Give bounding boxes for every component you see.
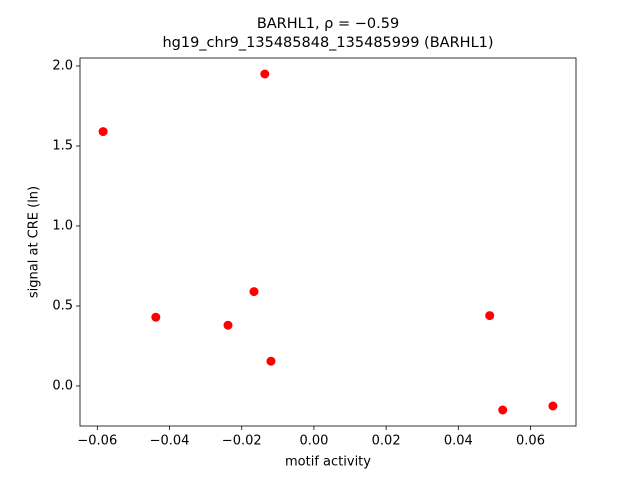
- point: [548, 401, 558, 411]
- x-tick-label: −0.02: [222, 434, 262, 449]
- point: [98, 127, 108, 137]
- point: [260, 69, 270, 79]
- chart-subtitle: hg19_chr9_135485848_135485999 (BARHL1): [162, 35, 493, 51]
- x-tick-label: 0.00: [299, 434, 328, 449]
- point: [266, 356, 276, 366]
- x-tick-label: 0.04: [444, 434, 473, 449]
- x-tick-label: −0.06: [77, 434, 117, 449]
- y-tick-label: 1.5: [52, 139, 73, 154]
- x-tick-label: 0.06: [516, 434, 545, 449]
- point: [485, 311, 495, 321]
- x-axis-label: motif activity: [285, 455, 371, 470]
- point: [223, 320, 233, 330]
- x-tick-label: 0.02: [372, 434, 401, 449]
- chart-title: BARHL1, ρ = −0.59: [257, 16, 399, 32]
- point: [151, 312, 161, 322]
- y-tick-label: 0.0: [52, 379, 73, 394]
- y-tick-label: 2.0: [52, 59, 73, 74]
- y-tick-label: 0.5: [52, 299, 73, 314]
- plot-frame: [79, 57, 577, 427]
- point: [249, 287, 259, 297]
- y-tick-label: 1.0: [52, 219, 73, 234]
- point: [498, 405, 508, 415]
- y-axis-label: signal at CRE (ln): [27, 186, 42, 298]
- x-tick-label: −0.04: [150, 434, 190, 449]
